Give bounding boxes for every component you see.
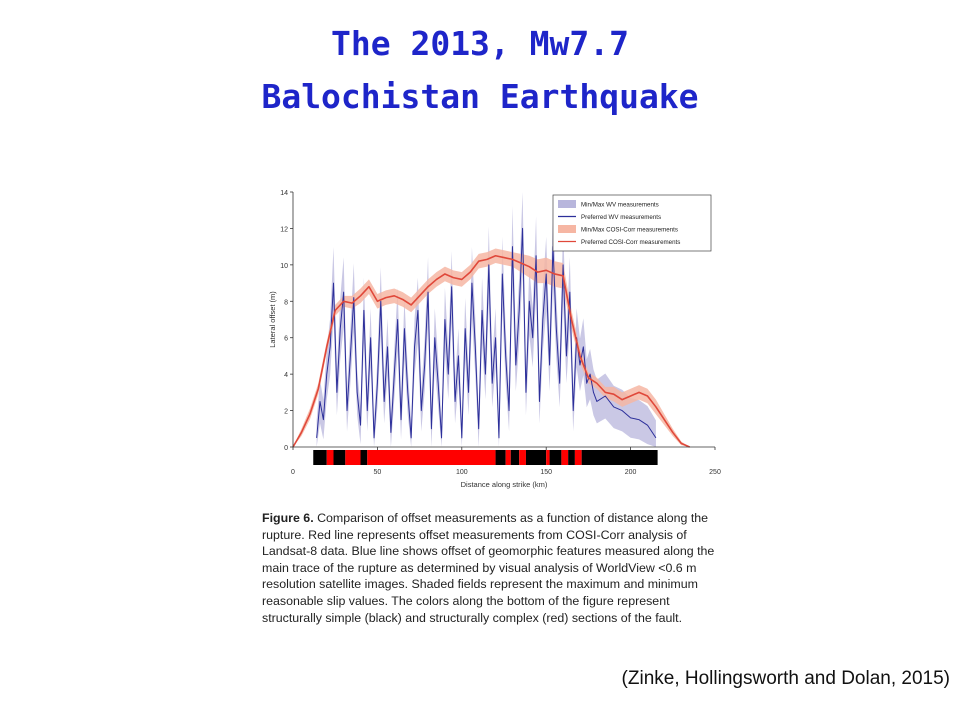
fault-section-complex [505,450,511,465]
y-tick-label: 0 [284,445,288,452]
legend-label: Min/Max WV measurements [581,202,659,209]
x-tick-label: 50 [374,469,382,476]
fault-section-simple [360,450,368,465]
legend-box [552,194,712,252]
x-tick-label: 150 [540,469,552,476]
cosi-preferred-line [292,254,690,448]
offset-chart: 0 2 4 6 8 10 12 14 0 50 100 150 200 250 Lateral offset… [268,190,721,489]
fault-section-complex [367,450,496,465]
fault-section-complex [574,450,582,465]
slide-title-line1: The 2013, Mw7.7 [330,24,629,63]
y-tick-label: 4 [284,372,288,379]
fault-section-simple [581,450,658,465]
citation: (Zinke, Hollingsworth and Dolan, 2015) [621,668,950,689]
x-tick-label: 250 [709,469,721,476]
fault-section-complex [345,450,361,465]
fault-section-simple [549,450,562,465]
y-tick-label: 12 [280,226,288,233]
fault-section-simple [495,450,506,465]
wv-minmax-band [316,192,656,447]
figure-caption-label: Figure 6. [262,511,314,525]
y-axis-label: Lateral offset (m) [268,291,277,348]
y-tick-label: 2 [284,409,288,416]
legend-label: Preferred WV measurements [581,214,661,221]
y-tick-label: 8 [284,299,288,306]
wv-preferred-line [316,227,657,439]
fault-section-complex [326,450,334,465]
x-axis-label: Distance along strike (km) [461,480,548,489]
fault-section-complex [561,450,569,465]
fault-section-simple [568,450,575,465]
figure-caption-text: Comparison of offset measurements as a f… [262,511,715,625]
x-tick-label: 0 [291,469,295,476]
fault-section-complex [519,450,526,465]
x-tick-label: 200 [625,469,637,476]
legend-swatch [558,225,576,233]
x-tick-label: 100 [456,469,468,476]
fault-section-simple [333,450,346,465]
fault-section-complex [546,450,550,465]
cosi-minmax-band [293,248,690,447]
fault-section-simple [510,450,520,465]
figure-caption: Figure 6. Comparison of offset measureme… [262,510,732,626]
slide-title-line2: Balochistan Earthquake [261,77,699,116]
y-tick-label: 14 [280,190,288,197]
legend-swatch [558,200,576,208]
legend-label: Preferred COSI-Corr measurements [581,239,680,246]
legend-label: Min/Max COSI-Corr measurements [581,227,678,234]
fault-section-simple [525,450,547,465]
y-tick-label: 10 [280,263,288,270]
fault-section-simple [313,450,327,465]
y-tick-label: 6 [284,336,288,343]
